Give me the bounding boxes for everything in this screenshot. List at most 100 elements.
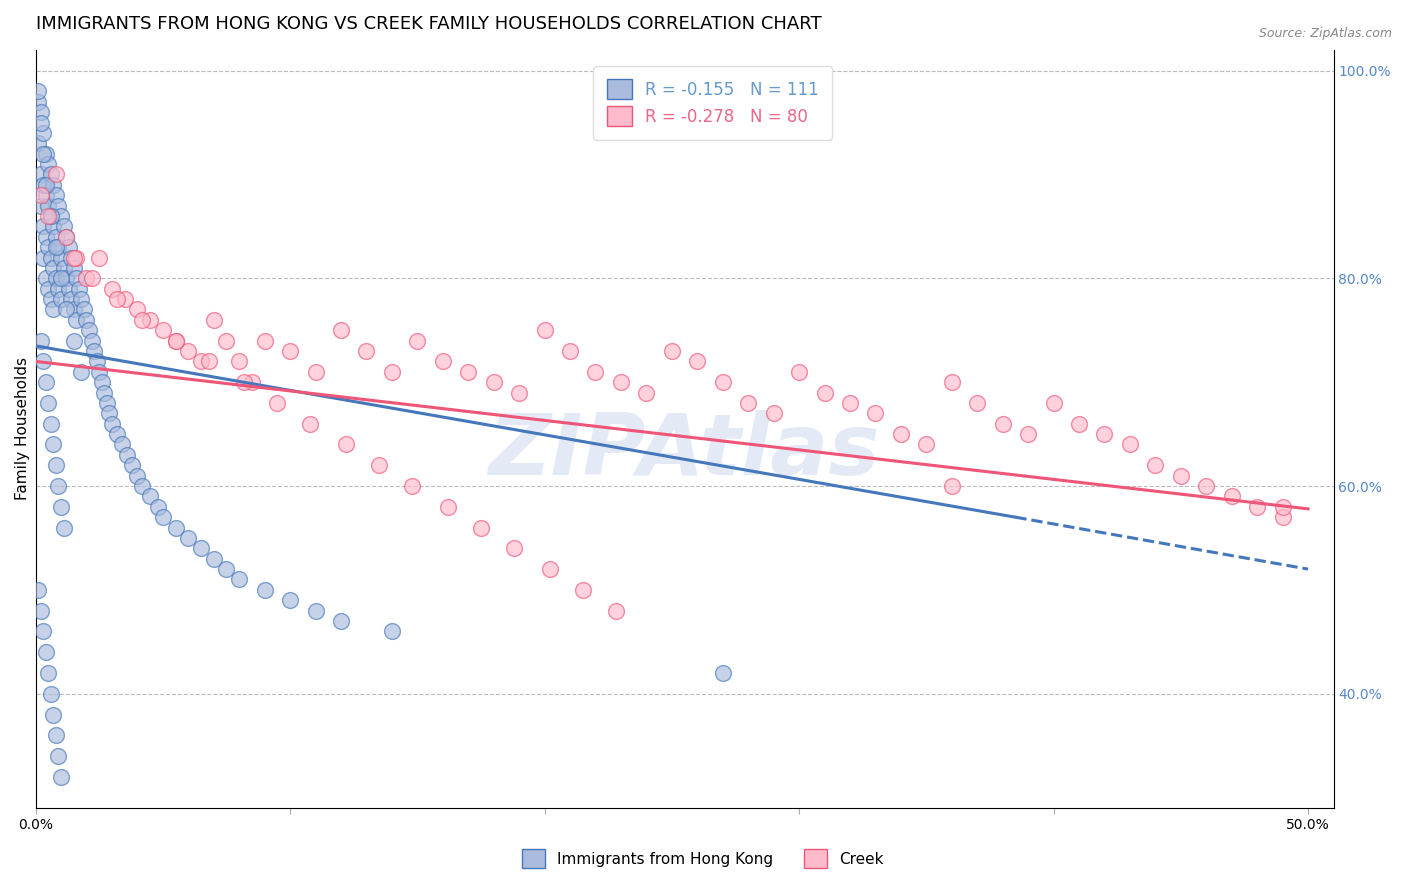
Point (35, 375, 58, 389)
Point (610, 375, 633, 389)
Point (330, 323, 353, 337)
Point (35, 645, 58, 659)
Point (131, 313, 153, 327)
Legend: Immigrants from Hong Kong, Creek: Immigrants from Hong Kong, Creek (515, 841, 891, 875)
Point (37, 157, 59, 171)
Point (77, 323, 100, 337)
Point (45, 271, 67, 285)
Point (37, 199, 59, 213)
Point (27, 84, 49, 98)
Point (60, 251, 83, 265)
Point (915, 437, 938, 451)
Point (55, 229, 77, 244)
Point (89, 251, 111, 265)
Point (356, 344, 378, 359)
Point (253, 582, 276, 597)
Point (35, 229, 58, 244)
Point (152, 510, 174, 524)
Point (1017, 427, 1039, 442)
Point (304, 365, 326, 379)
Point (42, 437, 65, 451)
Point (839, 396, 862, 410)
Point (37, 209, 59, 223)
Point (89, 365, 111, 379)
Point (1144, 458, 1167, 473)
Point (890, 427, 912, 442)
Point (152, 323, 174, 337)
Point (368, 458, 391, 473)
Point (52, 520, 75, 534)
Point (127, 468, 149, 483)
Point (35, 188, 58, 202)
Point (661, 344, 683, 359)
Point (32, 219, 55, 234)
Point (215, 562, 238, 576)
Point (233, 375, 256, 389)
Point (111, 437, 134, 451)
Point (381, 624, 404, 639)
Point (1246, 500, 1268, 514)
Point (48, 199, 70, 213)
Point (30, 188, 52, 202)
Point (45, 168, 67, 182)
Point (762, 406, 785, 420)
Point (30, 115, 52, 129)
Point (711, 375, 734, 389)
Point (240, 375, 263, 389)
Text: Source: ZipAtlas.com: Source: ZipAtlas.com (1258, 27, 1392, 40)
Point (37, 240, 59, 254)
Point (1094, 427, 1116, 442)
Point (686, 354, 709, 368)
Point (457, 365, 479, 379)
Point (278, 344, 301, 359)
Point (1067, 417, 1090, 431)
Point (30, 334, 52, 348)
Point (966, 396, 988, 410)
Point (30, 199, 52, 213)
Y-axis label: Family Households: Family Households (15, 358, 30, 500)
Point (605, 604, 627, 618)
Point (165, 334, 187, 348)
Point (482, 375, 505, 389)
Point (571, 582, 593, 597)
Point (39, 417, 62, 431)
Point (39, 168, 62, 182)
Point (80, 271, 103, 285)
Point (65, 251, 87, 265)
Point (941, 375, 963, 389)
Point (30, 105, 52, 120)
Point (93, 385, 115, 400)
Point (39, 292, 62, 306)
Point (42, 302, 65, 317)
Point (45, 458, 67, 473)
Point (27, 582, 49, 597)
Point (48, 240, 70, 254)
Point (115, 448, 138, 462)
Point (401, 479, 423, 493)
Point (42, 707, 65, 722)
Point (1220, 490, 1243, 504)
Point (1042, 396, 1064, 410)
Point (32, 251, 55, 265)
Point (299, 417, 322, 431)
Point (30, 168, 52, 182)
Point (32, 146, 55, 161)
Legend: R = -0.155   N = 111, R = -0.278   N = 80: R = -0.155 N = 111, R = -0.278 N = 80 (593, 66, 832, 140)
Point (202, 551, 225, 566)
Point (55, 229, 77, 244)
Point (941, 479, 963, 493)
Point (304, 604, 326, 618)
Point (27, 136, 49, 151)
Point (32, 126, 55, 140)
Point (278, 593, 301, 607)
Point (470, 520, 492, 534)
Point (45, 229, 67, 244)
Point (437, 500, 460, 514)
Point (39, 209, 62, 223)
Point (48, 749, 70, 764)
Point (39, 209, 62, 223)
Point (538, 562, 561, 576)
Point (865, 406, 887, 420)
Point (1271, 500, 1294, 514)
Point (406, 334, 429, 348)
